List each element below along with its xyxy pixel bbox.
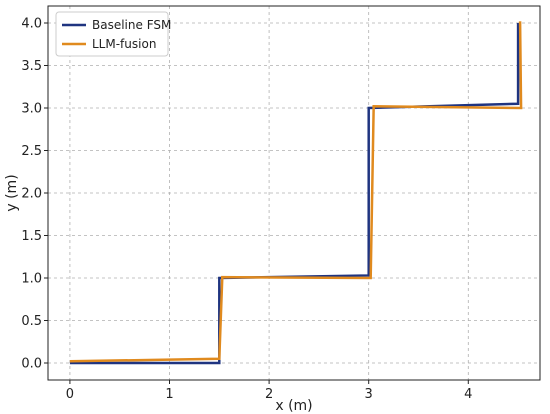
x-tick-label: 1: [165, 387, 173, 402]
ticks: 0 1 2 3 4 0.0 0.5 1.0 1.5 2.0 2.5 3.0 3.5 4.0: [21, 17, 472, 403]
y-tick-label: 3.0: [21, 102, 42, 117]
x-tick-label: 2: [265, 387, 273, 402]
series-layer: [69, 21, 523, 365]
y-tick-label: 4.0: [21, 17, 42, 32]
y-tick-label: 3.5: [21, 59, 42, 74]
legend: Baseline FSM LLM-fusion: [55, 11, 171, 57]
y-tick-label: 1.5: [21, 229, 42, 244]
y-tick-label: 2.0: [21, 187, 42, 202]
x-tick-label: 4: [464, 387, 472, 402]
series-line-baseline-fsm: [69, 23, 520, 365]
x-tick-label: 3: [365, 387, 373, 402]
x-tick-label: 0: [66, 387, 74, 402]
series-line-llm-fusion: [69, 21, 523, 363]
legend-label-baseline-fsm: Baseline FSM: [92, 18, 171, 32]
x-axis-label: x (m): [275, 398, 312, 414]
legend-label-llm-fusion: LLM-fusion: [92, 37, 156, 51]
y-tick-label: 2.5: [21, 144, 42, 159]
y-tick-label: 1.0: [21, 272, 42, 287]
grid: [48, 6, 540, 380]
y-axis-label: y (m): [4, 174, 20, 211]
y-tick-label: 0.5: [21, 314, 42, 329]
y-tick-label: 0.0: [21, 357, 42, 372]
